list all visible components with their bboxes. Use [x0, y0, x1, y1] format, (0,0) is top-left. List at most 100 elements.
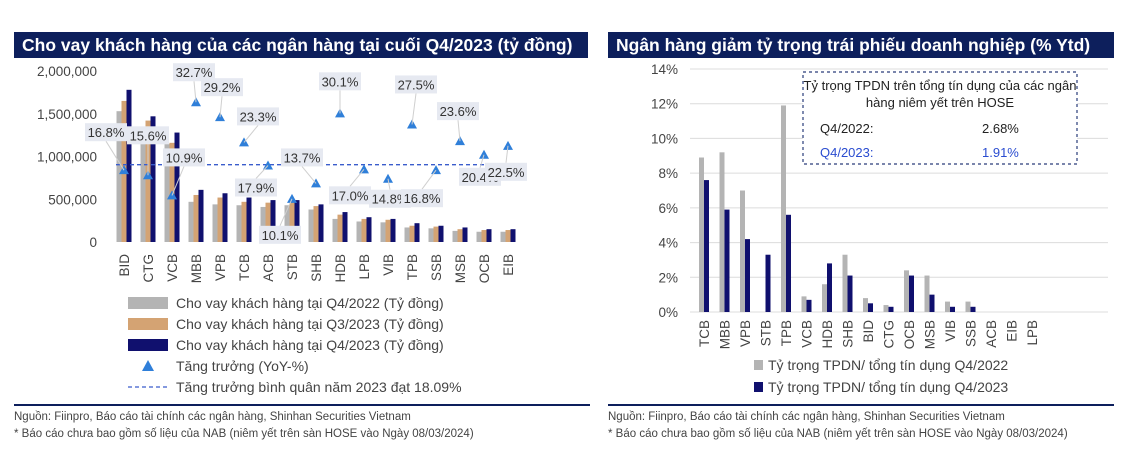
- growth-callout: [171, 166, 185, 196]
- bar: [366, 217, 372, 242]
- bar: [699, 157, 704, 312]
- bar: [337, 214, 343, 242]
- growth-label-box: [395, 75, 437, 94]
- x-tick-label: MSB: [923, 320, 938, 349]
- growth-callout: [193, 81, 197, 103]
- bar: [212, 204, 218, 242]
- bar: [284, 205, 290, 242]
- growth-label-box: [127, 126, 169, 145]
- growth-label-box: [85, 123, 127, 142]
- bar: [140, 135, 146, 242]
- bar: [745, 239, 750, 312]
- growth-callout: [219, 96, 223, 118]
- bar: [404, 227, 410, 242]
- legend-swatch: [754, 360, 763, 370]
- growth-marker: [287, 193, 297, 203]
- bar: [786, 214, 791, 312]
- bar: [217, 197, 223, 242]
- right-source-rule: [608, 404, 1114, 406]
- x-tick-label: TCB: [697, 320, 712, 347]
- x-tick-label: EIB: [501, 254, 516, 276]
- bar: [719, 152, 725, 312]
- bar: [222, 193, 228, 242]
- y-tick-label: 2,000,000: [37, 64, 97, 79]
- growth-label: 29.2%: [204, 80, 241, 95]
- bar: [904, 270, 909, 312]
- growth-label: 30.1%: [322, 74, 359, 89]
- bar: [193, 194, 199, 242]
- x-tick-label: VCB: [165, 254, 180, 282]
- legend-swatch: [754, 382, 763, 392]
- x-tick-label: SSB: [964, 320, 979, 347]
- growth-label-box: [485, 162, 527, 181]
- growth-callout: [421, 169, 437, 190]
- legend-label: Cho vay khách hàng tại Q4/2023 (Tỷ đồng): [176, 337, 444, 353]
- legend-label: Tăng trưởng (YoY-%): [176, 358, 309, 374]
- x-tick-label: TPB: [779, 320, 794, 346]
- bar: [505, 230, 511, 242]
- growth-callout: [411, 93, 417, 125]
- x-tick-label: TPB: [405, 254, 420, 280]
- bar: [438, 225, 444, 242]
- bar: [924, 275, 930, 312]
- left-note: * Báo cáo chưa bao gồm số liệu của NAB (…: [14, 428, 474, 440]
- bar: [500, 231, 506, 242]
- box-title: Tỷ trọng TPDN trên tổng tín dụng của các…: [804, 78, 1077, 93]
- legend-label: Tỷ trọng TPDN/ tổng tín dụng Q4/2023: [768, 379, 1008, 395]
- bar: [188, 201, 194, 242]
- left-source-rule: [14, 404, 590, 406]
- growth-marker: [503, 140, 513, 150]
- x-tick-label: SHB: [309, 254, 324, 282]
- x-tick-label: TCB: [237, 254, 252, 281]
- x-tick-label: CTG: [882, 320, 897, 349]
- growth-label: 23.6%: [440, 104, 477, 119]
- growth-label-box: [319, 72, 361, 91]
- box-row-value: 2.68%: [982, 121, 1019, 136]
- y-tick-label: 0: [89, 235, 97, 250]
- x-tick-label: ACB: [261, 254, 276, 282]
- y-tick-label: 1,000,000: [37, 150, 97, 165]
- x-tick-label: EIB: [1005, 320, 1020, 342]
- bar: [318, 204, 324, 242]
- growth-label-box: [437, 102, 479, 121]
- bar: [462, 227, 468, 242]
- x-tick-label: BID: [861, 320, 876, 343]
- growth-marker: [263, 160, 273, 170]
- x-tick-label: CTG: [141, 254, 156, 283]
- x-tick-label: SSB: [429, 254, 444, 281]
- y-tick-label: 1,500,000: [37, 107, 97, 122]
- growth-marker: [383, 173, 393, 183]
- left-source: Nguồn: Fiinpro, Báo cáo tài chính các ng…: [14, 411, 411, 423]
- bar: [385, 219, 391, 242]
- x-tick-label: VIB: [381, 254, 396, 276]
- bar: [270, 200, 276, 242]
- x-tick-label: ACB: [984, 320, 999, 348]
- bar: [888, 306, 894, 312]
- bar: [332, 218, 338, 242]
- bar: [246, 197, 252, 242]
- bar: [704, 180, 709, 312]
- bar: [356, 221, 362, 242]
- right-panel: Ngân hàng giảm tỷ trọng trái phiếu doanh…: [608, 0, 1122, 452]
- growth-marker: [479, 149, 489, 159]
- growth-callout: [243, 125, 259, 143]
- bar: [361, 218, 367, 242]
- left-chart-title: Cho vay khách hàng của các ngân hàng tại…: [14, 32, 588, 58]
- x-tick-label: VPB: [738, 320, 753, 347]
- bar: [428, 228, 434, 242]
- growth-label: 16.8%: [88, 125, 125, 140]
- growth-callout: [105, 140, 125, 171]
- growth-label: 22.5%: [488, 165, 525, 180]
- bar: [198, 189, 204, 242]
- bar: [414, 223, 420, 242]
- bar: [970, 306, 976, 312]
- y-tick-label: 4%: [658, 236, 678, 251]
- x-tick-label: BID: [117, 254, 132, 277]
- growth-callout: [479, 154, 485, 168]
- growth-label: 23.3%: [240, 109, 277, 124]
- x-tick-label: MSB: [453, 254, 468, 283]
- bar: [909, 275, 914, 312]
- right-chart-title: Ngân hàng giảm tỷ trọng trái phiếu doanh…: [608, 32, 1114, 58]
- x-tick-label: VCB: [800, 320, 815, 348]
- bar: [145, 120, 151, 242]
